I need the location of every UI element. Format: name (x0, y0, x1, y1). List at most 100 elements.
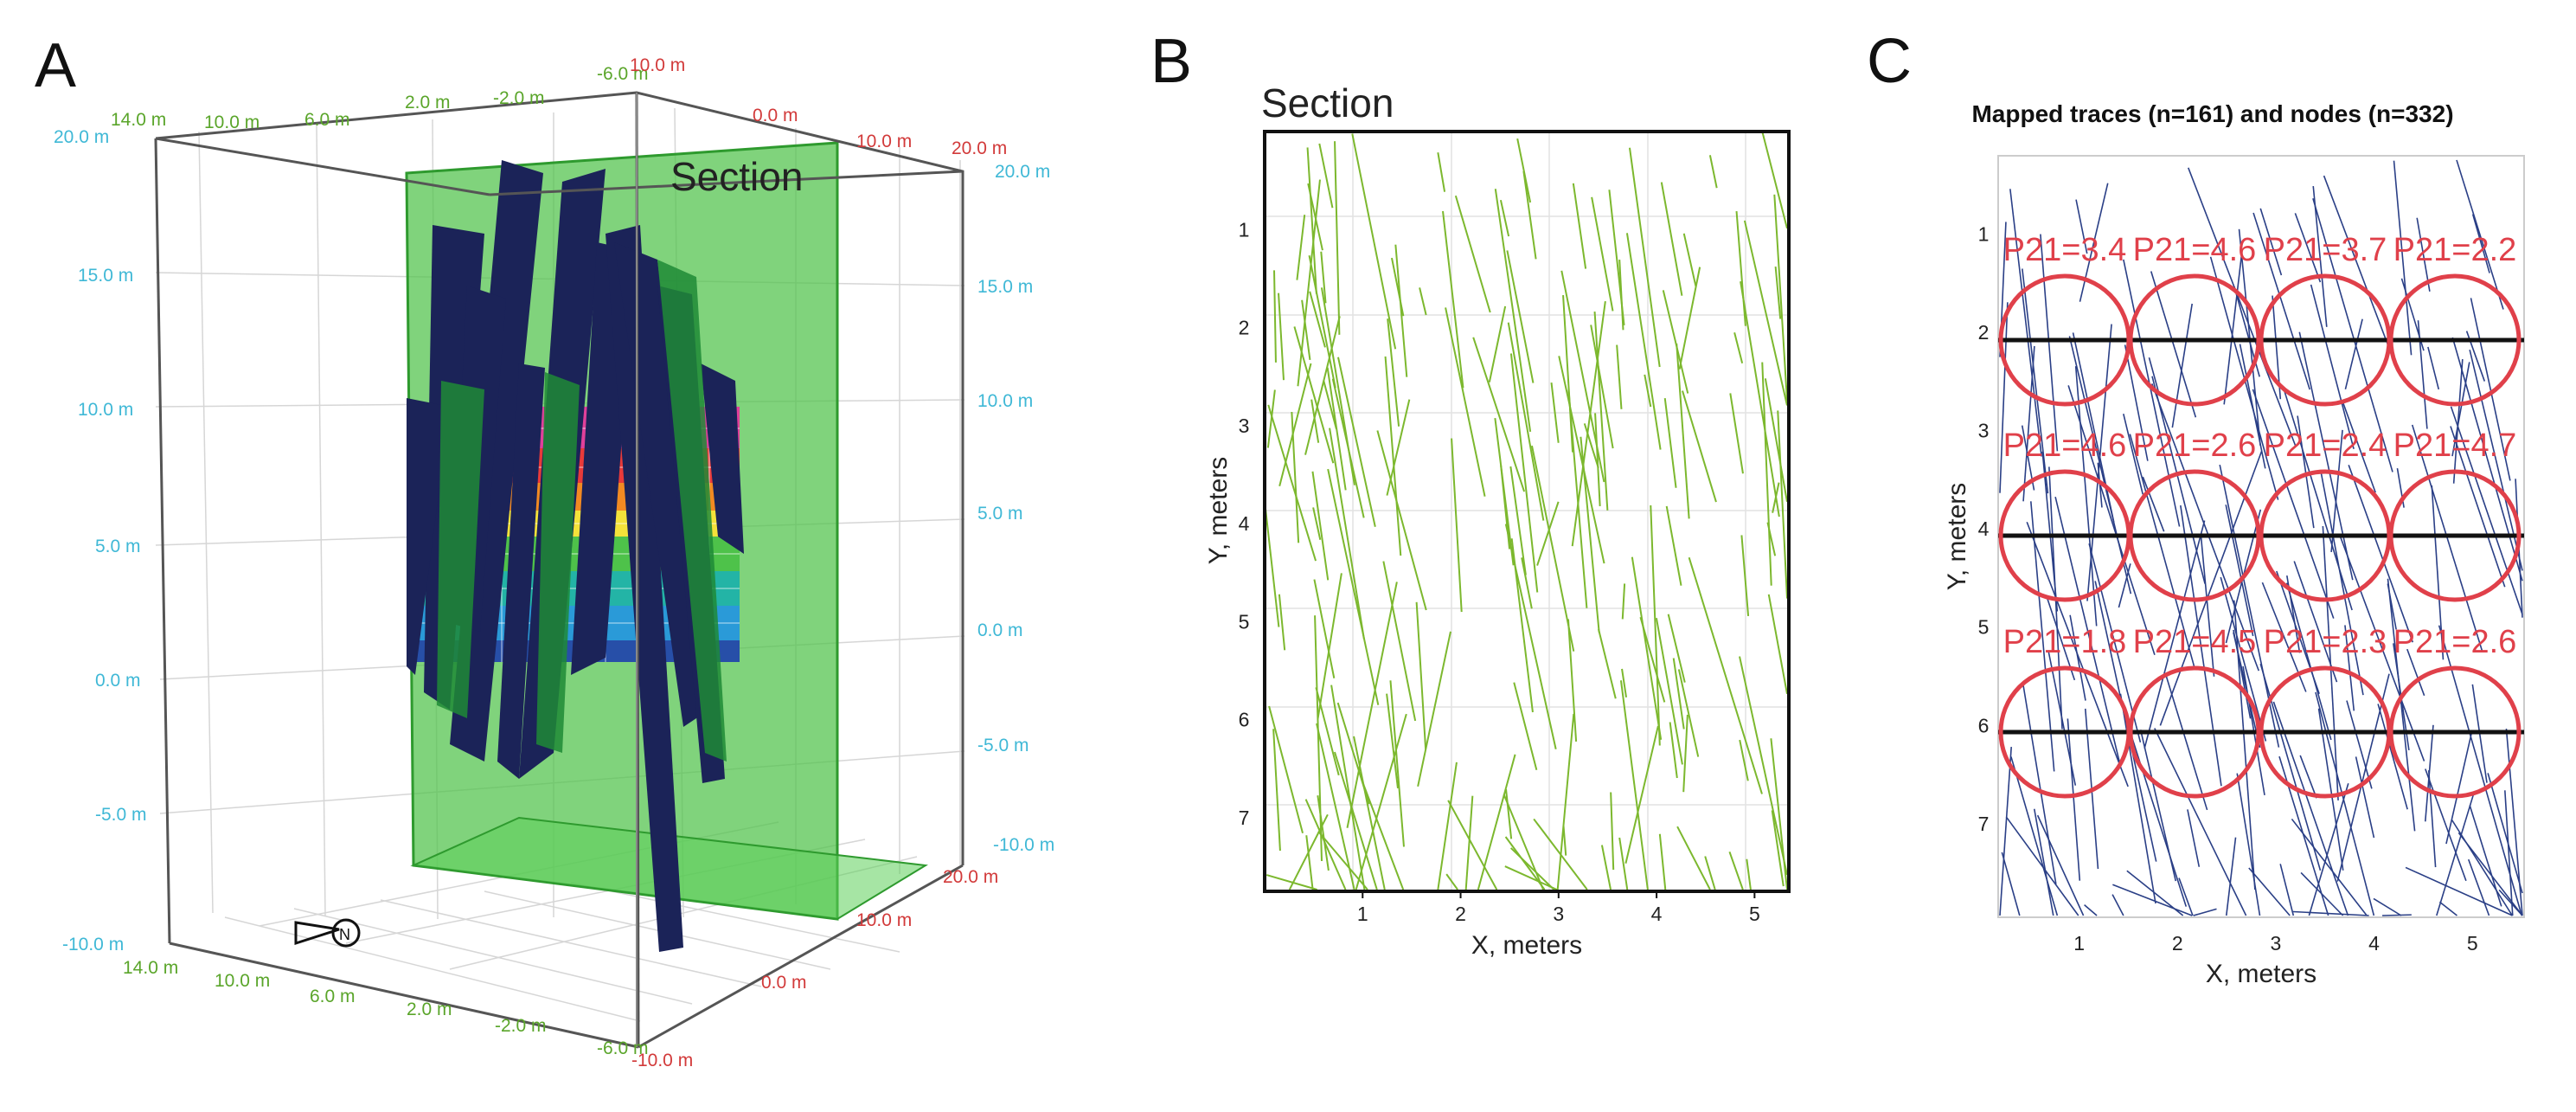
c-x-tick-label: 3 (2271, 932, 2282, 955)
sampling-circles (1998, 273, 2522, 799)
b-trace (1610, 792, 1615, 871)
top-left-tick: 14.0 m (111, 110, 166, 130)
b-trace (1267, 404, 1317, 562)
fracture-planes-green (437, 260, 727, 762)
c-trace (2125, 721, 2188, 907)
b-trace (1293, 326, 1335, 464)
c-y-tick-label: 7 (1978, 813, 1990, 835)
c-trace (2252, 389, 2335, 619)
p21-label: P21=4.7 (2393, 427, 2517, 464)
c-trace (2041, 451, 2059, 612)
b-trace (1669, 722, 1678, 779)
b-x-tick-label: 2 (1455, 903, 1466, 925)
c-trace (2233, 600, 2256, 890)
p21-label: P21=4.6 (2133, 232, 2257, 268)
c-trace (2084, 904, 2098, 916)
b-trace (1571, 301, 1606, 547)
b-trace (1616, 344, 1623, 409)
b-trace (1740, 535, 1750, 617)
b-trace (1297, 179, 1321, 387)
b-trace (1308, 255, 1336, 389)
c-trace (2010, 756, 2059, 916)
b-trace (1590, 325, 1614, 449)
b-trace (1591, 196, 1614, 312)
b-trace (1384, 356, 1402, 556)
c-trace (2417, 320, 2428, 429)
c-trace (2456, 159, 2504, 310)
b-trace (1594, 413, 1601, 507)
c-trace (2405, 866, 2513, 916)
b-x-tick-label: 4 (1651, 903, 1663, 925)
c-y-tick-label: 2 (1978, 321, 1990, 344)
c-trace (2036, 814, 2085, 916)
b-trace (1437, 151, 1446, 192)
c-trace (2238, 228, 2261, 447)
b-trace (1676, 826, 1711, 890)
c-trace (2123, 259, 2181, 527)
c-trace (2393, 160, 2413, 356)
b-trace (1667, 614, 1686, 683)
c-trace (2119, 693, 2156, 904)
c-trace (2348, 465, 2414, 643)
c-trace (2320, 470, 2364, 696)
right-z-tick: 10.0 m (977, 391, 1033, 411)
b-trace (1677, 669, 1700, 757)
b-trace (1454, 195, 1491, 313)
left-z-tick: 10.0 m (78, 400, 133, 420)
b-trace (1417, 631, 1451, 787)
c-trace (2424, 724, 2434, 822)
b-trace (1320, 251, 1327, 304)
b-trace (1530, 445, 1575, 652)
b-trace (1644, 374, 1652, 408)
c-trace (2450, 426, 2506, 588)
c-trace (2452, 358, 2464, 484)
panel-b-frame (1263, 130, 1791, 893)
c-trace (2504, 790, 2514, 916)
b-trace (1562, 826, 1567, 856)
c-trace (2355, 756, 2375, 839)
b-trace (1773, 194, 1788, 402)
b-trace (1560, 270, 1605, 483)
b-trace (1415, 601, 1427, 749)
b-trace (1704, 856, 1716, 890)
panel-c-x-label: X, meters (2206, 960, 2316, 988)
panel-c-traces (1999, 159, 2523, 916)
b-trace (1306, 147, 1317, 294)
c-trace (2154, 728, 2247, 916)
c-trace (2033, 808, 2054, 916)
left-z-tick: 20.0 m (54, 127, 109, 147)
c-trace (2040, 234, 2059, 452)
b-trace (1761, 362, 1772, 586)
panel-c-letter: C (1867, 27, 1912, 96)
c-trace (2022, 268, 2049, 494)
c-trace (2123, 414, 2144, 495)
c-trace (2047, 650, 2077, 786)
c-trace (2193, 908, 2217, 916)
b-trace (1362, 781, 1405, 890)
b-trace (1494, 189, 1532, 432)
c-trace (2451, 820, 2514, 916)
c-trace (2226, 837, 2237, 916)
c-trace (2312, 198, 2393, 472)
c-y-tick-label: 1 (1978, 223, 1990, 246)
c-trace (2148, 357, 2160, 395)
b-trace (1326, 367, 1347, 491)
c-trace (2001, 852, 2021, 916)
left-z-tick: -10.0 m (62, 935, 124, 955)
c-trace (2293, 561, 2338, 683)
c-trace (2178, 877, 2194, 916)
c-trace (2069, 614, 2086, 701)
b-y-tick-label: 6 (1239, 709, 1250, 731)
b-trace (1733, 331, 1744, 363)
c-trace (2112, 884, 2193, 916)
b-trace (1278, 363, 1312, 486)
bottom-left-tick: 6.0 m (310, 987, 356, 1006)
b-y-tick-label: 5 (1239, 610, 1250, 633)
c-trace (2139, 730, 2177, 882)
c-trace (2126, 870, 2184, 916)
b-trace (1327, 468, 1380, 705)
panel-a-letter: A (35, 31, 76, 100)
b-trace (1510, 847, 1555, 890)
b-trace (1318, 143, 1334, 209)
panel-a-box (154, 91, 964, 1049)
